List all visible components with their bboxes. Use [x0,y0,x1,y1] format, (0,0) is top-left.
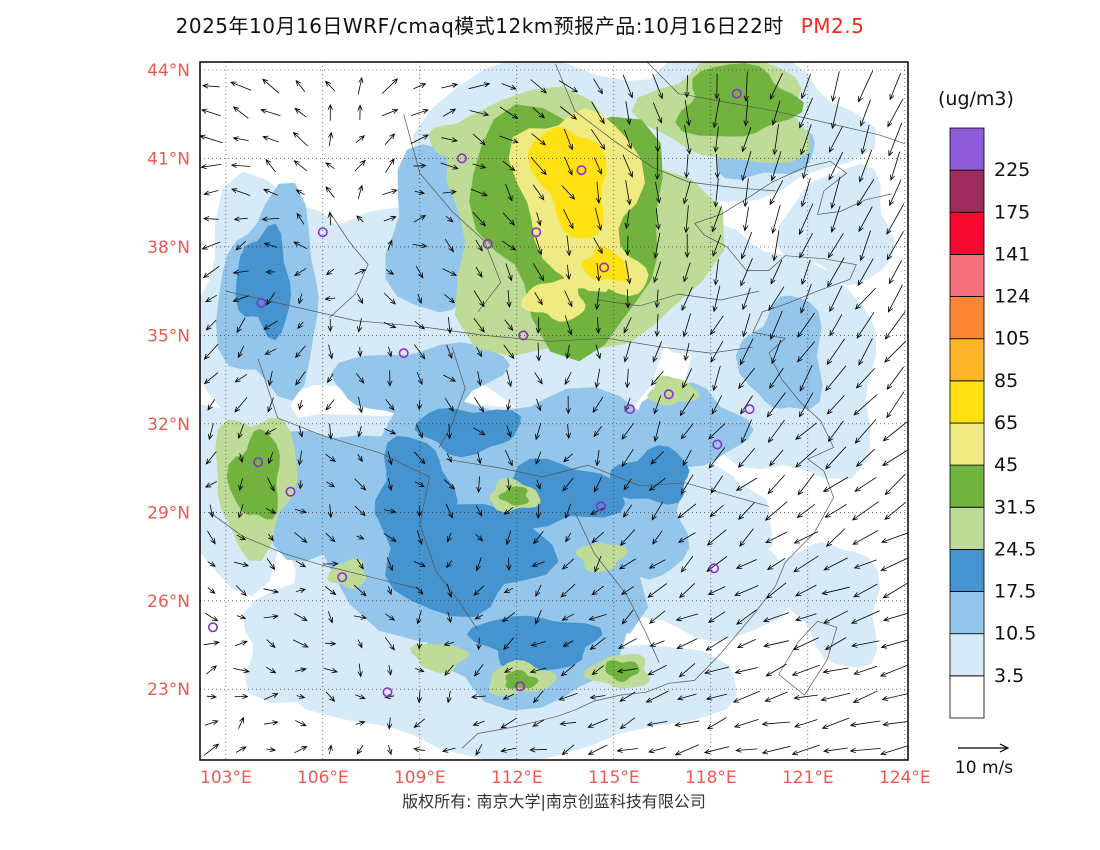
colorbar-level-label: 45 [994,454,1018,476]
colorbar-segment [949,633,985,677]
colorbar-level-label: 10.5 [994,623,1036,645]
wind-reference-arrow [958,743,1010,753]
station-marker [256,297,267,308]
station-marker [624,404,635,415]
colorbar: 3.5 10.5 17.5 24.5 31.5 45 65 85 105 124 141 175 225 [949,127,1036,719]
lon-tick-label: 115°E [588,768,640,788]
lat-tick-label: 26°N [147,592,190,612]
wind-reference-label: 10 m/s [954,758,1014,778]
colorbar-segment [949,464,985,508]
lon-tick-label: 121°E [782,768,834,788]
chart-title-text: 2025年10月16日WRF/cmaq模式12km预报产品:10月16日22时 [175,14,784,38]
map-border [199,61,909,761]
station-marker [663,389,674,400]
wind-vectors [200,70,908,756]
colorbar-level-label: 225 [994,159,1030,181]
station-marker [744,404,755,415]
colorbar-level-label: 17.5 [994,581,1036,603]
lat-tick-label: 44°N [147,61,190,81]
colorbar-level-label: 105 [994,328,1030,350]
colorbar-segment [949,296,985,340]
lat-tick-label: 29°N [147,503,190,523]
station-marker [708,563,719,574]
station-marker [398,348,409,359]
station-marker [576,165,587,176]
chart-title-pollutant: PM2.5 [800,14,865,38]
lon-tick-label: 103°E [200,768,252,788]
lon-tick-label: 124°E [879,768,931,788]
colorbar-segment [949,675,985,719]
colorbar-level-label: 124 [994,286,1030,308]
chart-title: 2025年10月16日WRF/cmaq模式12km预报产品:10月16日22时 … [0,10,1040,39]
colorbar-segment [949,127,985,171]
copyright-text: 版权所有: 南京大学|南京创蓝科技有限公司 [402,792,706,811]
station-marker [337,572,348,583]
station-marker [482,238,493,249]
lat-tick-label: 38°N [147,238,190,258]
colorbar-segment [949,422,985,466]
colorbar-segment [949,549,985,592]
colorbar-units-label: (ug/m3) [938,88,1014,110]
colorbar-segment [949,506,985,550]
colorbar-level-label: 85 [994,370,1018,392]
colorbar-segment [949,211,985,255]
plot-area [200,62,908,760]
colorbar-segment [949,169,985,213]
pm25-filled-contours [200,62,895,760]
station-marker [599,262,610,273]
colorbar-level-label: 65 [994,412,1018,434]
lat-tick-label: 32°N [147,415,190,435]
colorbar-segment [949,380,985,424]
station-marker [285,486,296,497]
grid-lines [200,62,908,760]
lon-tick-label: 106°E [297,768,349,788]
station-marker [595,501,606,512]
colorbar-level-label: 3.5 [994,665,1024,687]
lon-tick-label: 118°E [685,768,737,788]
colorbar-level-label: 175 [994,201,1030,223]
station-marker [731,88,742,99]
lat-tick-label: 23°N [147,680,190,700]
colorbar-level-label: 31.5 [994,496,1036,518]
station-marker [518,330,529,341]
colorbar-segment [949,591,985,635]
station-marker [531,227,542,238]
station-marker [382,687,393,698]
lat-tick-label: 41°N [147,149,190,169]
colorbar-segment [949,253,985,297]
station-marker [515,681,526,692]
station-marker [207,622,218,633]
station-marker [456,153,467,164]
station-markers [207,88,755,698]
station-marker [317,227,328,238]
colorbar-segment [949,338,985,382]
colorbar-level-label: 141 [994,243,1030,265]
lon-tick-label: 109°E [394,768,446,788]
station-marker [253,457,264,468]
lat-tick-label: 35°N [147,326,190,346]
station-marker [712,439,723,450]
colorbar-level-label: 24.5 [994,538,1036,560]
lon-tick-label: 112°E [491,768,543,788]
